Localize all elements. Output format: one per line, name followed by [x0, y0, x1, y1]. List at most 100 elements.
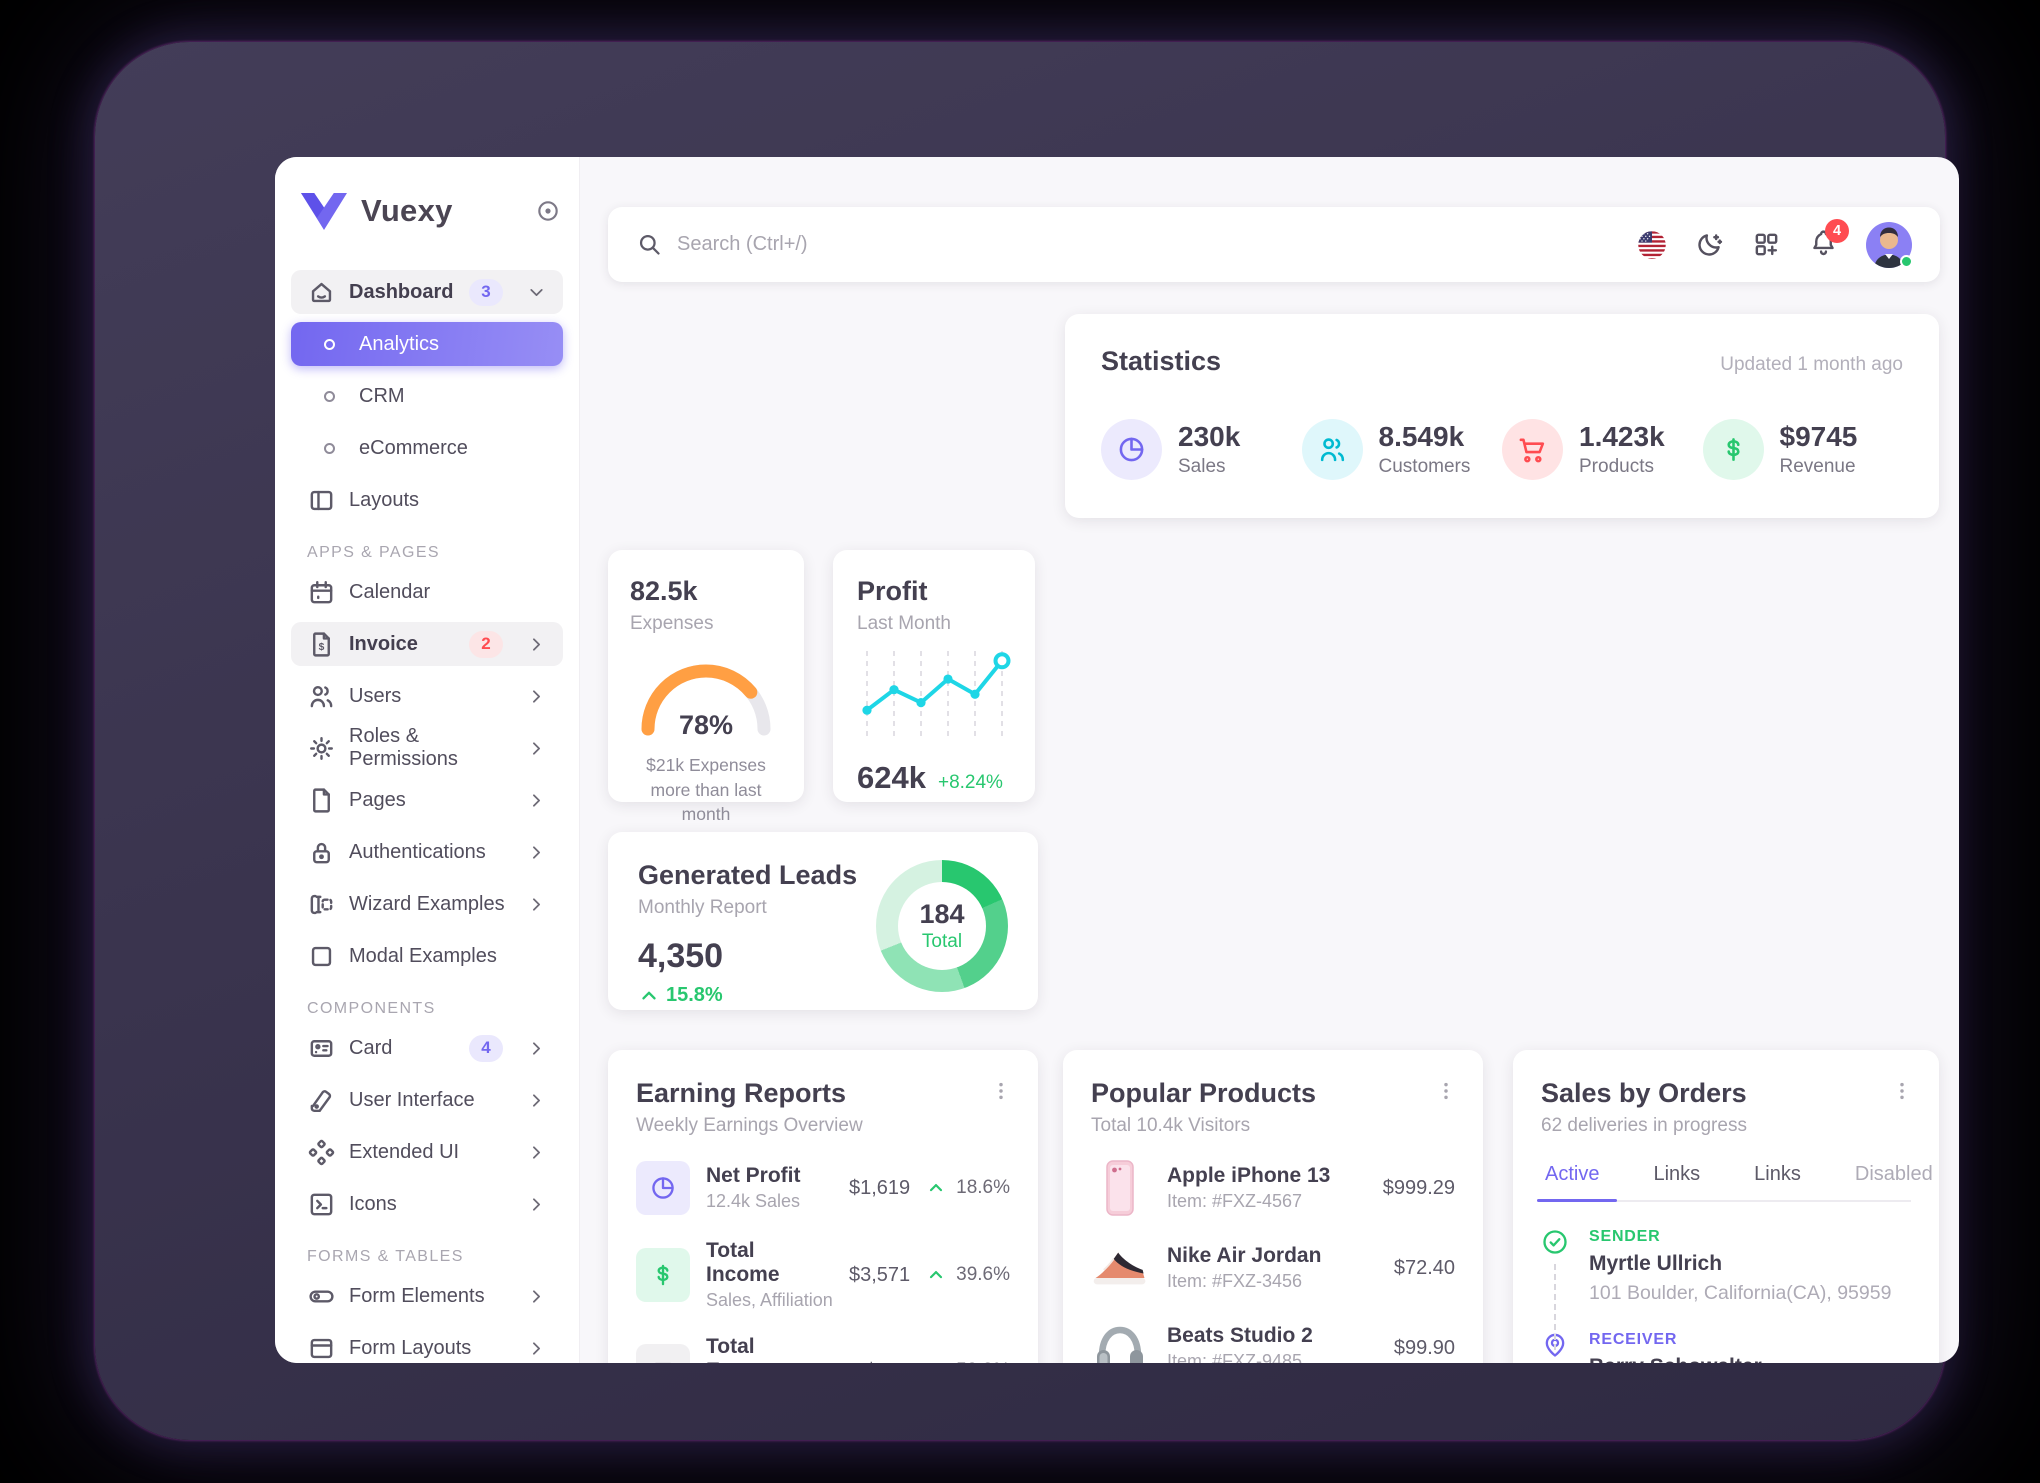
profit-change: +8.24% [937, 772, 1003, 793]
leads-value: 4,350 [638, 937, 724, 975]
notifications-button[interactable]: 4 [1809, 218, 1849, 262]
product-row-iphone[interactable]: Apple iPhone 13 Item: #FXZ-4567 $999.29 [1091, 1159, 1455, 1217]
chevron-right-icon [533, 1341, 540, 1355]
sidebar-item-roles-permissions[interactable]: Roles & Permissions [291, 725, 563, 770]
id-card-icon [310, 1039, 333, 1057]
earning-row-total-income: Total Income Sales, Affiliation $3,571 3… [636, 1239, 1010, 1311]
tab-links-1[interactable]: Links [1653, 1163, 1701, 1185]
sidebar-item-label: Modal Examples [349, 944, 497, 967]
sidebar-item-form-elements[interactable]: Form Elements [291, 1274, 563, 1318]
chevron-right-icon [533, 1145, 540, 1159]
chevron-right-icon [533, 897, 540, 911]
vuexy-logo-icon [301, 192, 347, 230]
sidebar-item-authentications[interactable]: Authentications [291, 830, 563, 874]
kebab-menu-icon[interactable] [1435, 1080, 1457, 1102]
sneaker-image [1091, 1239, 1149, 1297]
sidebar-item-crm[interactable]: CRM [291, 374, 563, 418]
tab-active[interactable]: Active [1536, 1157, 1619, 1202]
sidebar-item-label: eCommerce [359, 436, 468, 459]
chevron-up-icon [930, 1271, 943, 1279]
sidebar-item-pages[interactable]: Pages [291, 778, 563, 822]
sidebar-item-calendar[interactable]: Calendar [291, 570, 563, 614]
stat-products: 1.423k Products [1502, 419, 1703, 480]
expenses-card: 82.5k Expenses 78% $21k Expenses more th… [608, 550, 804, 824]
stat-customers: 8.549k Customers [1301, 419, 1503, 480]
sidebar-item-label: Pages [349, 788, 406, 811]
chevron-right-icon [533, 793, 540, 807]
sidebar-item-extended-ui[interactable]: Extended UI [291, 1130, 563, 1174]
sidebar-item-icons[interactable]: Icons [291, 1182, 563, 1226]
wizard-forms-icon [310, 894, 333, 914]
moon-icon[interactable] [1695, 230, 1724, 259]
donut-total: 184 [919, 899, 965, 929]
user-avatar[interactable] [1866, 221, 1913, 268]
window-icon [310, 1338, 333, 1358]
earning-row-total-expenses: Total Expenses ADVT, Marketing $430 52.8… [636, 1335, 1010, 1363]
chevron-right-icon [533, 637, 540, 651]
chevron-down-icon [530, 288, 543, 296]
search-input[interactable] [677, 233, 1177, 256]
order-timeline: SENDER Myrtle Ullrich 101 Boulder, Calif… [1541, 1228, 1911, 1363]
credit-card-icon [636, 1344, 690, 1363]
terminal-icon [310, 1193, 333, 1215]
chevron-right-icon [533, 1093, 540, 1107]
chevron-right-icon [533, 845, 540, 859]
sidebar-item-dashboard[interactable]: Dashboard 3 [291, 270, 563, 314]
sidebar-item-layouts[interactable]: Layouts [291, 478, 563, 522]
calendar-icon [310, 580, 333, 603]
profit-line-chart [862, 651, 1011, 739]
sidebar-item-label: Users [349, 684, 402, 707]
search-icon[interactable] [636, 231, 663, 258]
layout-sidebar-icon [310, 490, 333, 510]
grid-shortcuts-icon[interactable] [1752, 230, 1781, 259]
badge: 4 [469, 1034, 503, 1062]
kebab-menu-icon[interactable] [1891, 1080, 1913, 1102]
stat-sales: 230k Sales [1101, 419, 1302, 480]
sales-by-orders-card: Sales by Orders 62 deliveries in progres… [1513, 1050, 1939, 1363]
earning-reports-card: Earning Reports Weekly Earnings Overview… [608, 1050, 1038, 1363]
kebab-menu-icon[interactable] [990, 1080, 1012, 1102]
sidebar-item-label: Dashboard [349, 280, 454, 303]
nav-section-header: APPS & PAGES [307, 544, 440, 561]
notification-count-badge: 4 [1825, 218, 1849, 243]
sidebar-item-users[interactable]: Users [291, 674, 563, 718]
bullet-icon [324, 338, 335, 350]
sidebar-item-ecommerce[interactable]: eCommerce [291, 426, 563, 470]
profit-card: Profit Last Month 624k +8.24% [833, 550, 1035, 802]
chevron-up-icon [926, 1361, 946, 1363]
language-flag-icon[interactable] [1637, 230, 1667, 260]
sidebar-item-card[interactable]: Card 4 [291, 1026, 563, 1070]
expenses-gauge-chart: 78% [632, 651, 780, 740]
card-title: Statistics [1101, 346, 1222, 376]
sidebar-item-label: CRM [359, 384, 405, 407]
tab-links-2[interactable]: Links [1754, 1163, 1801, 1185]
file-icon [313, 787, 330, 813]
generated-leads-card: Generated Leads Monthly Report 4,350 15.… [608, 832, 1038, 1010]
chart-pie-icon [636, 1161, 690, 1215]
sidebar-item-label: Calendar [349, 580, 431, 603]
chevron-right-icon [533, 1197, 540, 1211]
expenses-value: 82.5k [630, 576, 698, 606]
chevron-right-icon [533, 1289, 540, 1303]
sidebar-item-wizard-examples[interactable]: Wizard Examples [291, 882, 563, 926]
timeline-connector [1554, 1264, 1556, 1350]
product-row-nike[interactable]: Nike Air Jordan Item: #FXZ-3456 $72.40 [1091, 1239, 1455, 1297]
tab-disabled[interactable]: Disabled [1854, 1163, 1933, 1185]
chevron-right-icon [533, 741, 540, 755]
sidebar-pin-toggle[interactable] [535, 198, 561, 224]
product-row-beats[interactable]: Beats Studio 2 Item: #FXZ-9485 $99.90 [1091, 1319, 1455, 1363]
stat-revenue: $9745 Revenue [1702, 419, 1904, 480]
sidebar-item-analytics[interactable]: Analytics [291, 322, 563, 366]
card-title: Popular Products [1091, 1078, 1317, 1108]
dashboard-app: Vuexy Dashboard 3 Analytics [275, 157, 1959, 1363]
sidebar-item-label: Layouts [349, 488, 420, 511]
statistics-card: Statistics Updated 1 month ago 230k Sale… [1065, 314, 1939, 518]
badge: 3 [469, 278, 503, 306]
home-icon [311, 282, 332, 302]
sidebar-item-modal-examples[interactable]: Modal Examples [291, 934, 563, 978]
users-icon [310, 685, 333, 707]
sidebar-item-invoice[interactable]: $ Invoice 2 [291, 622, 563, 666]
sidebar-item-user-interface[interactable]: User Interface [291, 1078, 563, 1122]
card-title: Sales by Orders [1541, 1078, 1747, 1108]
sidebar-item-form-layouts[interactable]: Form Layouts [291, 1326, 563, 1363]
